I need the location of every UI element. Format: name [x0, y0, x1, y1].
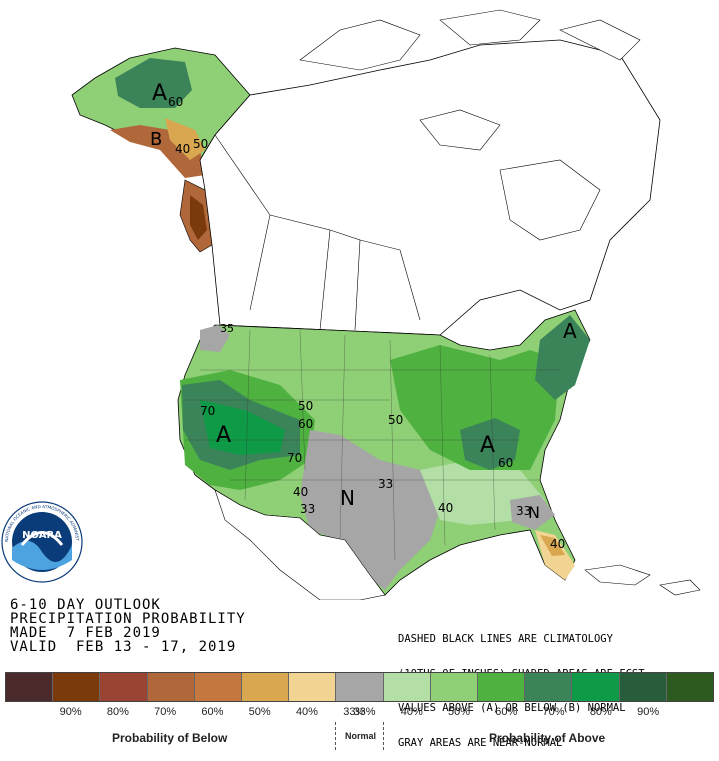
legend-swatch-3: [100, 673, 148, 701]
sw-normal-marker: N: [340, 486, 355, 510]
legend-label-4: 60%: [201, 706, 224, 718]
legend-label-7: 33%: [343, 706, 366, 718]
legend-label-12: 70%: [542, 706, 565, 718]
alaska-50-label: 50: [193, 137, 208, 151]
title-line-3: MADE 7 FEB 2019: [10, 625, 161, 641]
se-33-label: 33: [516, 504, 531, 518]
legend-swatch-13: [572, 673, 620, 701]
legend-label-14: 90%: [637, 706, 660, 718]
legend-swatch-11: [478, 673, 526, 701]
bc-coast-dark: [190, 195, 207, 240]
notes-line-4: GRAY AREAS ARE NEAR-NORMAL: [398, 736, 563, 749]
legend-swatch-7: [289, 673, 337, 701]
east-above-marker: A: [480, 433, 495, 458]
noaa-logo-ring-text: NATIONAL OCEANIC AND ATMOSPHERIC ADMINIS…: [0, 0, 80, 542]
state-lines: [185, 329, 560, 561]
probability-color-scale: [5, 672, 714, 702]
legend-label-6: 40%: [295, 706, 318, 718]
legend-label-9: 40%: [400, 706, 423, 718]
legend-swatch-6: [242, 673, 290, 701]
sw-33-label: 33: [300, 502, 315, 516]
probability-above-caption: Probability of Above: [489, 731, 606, 745]
sw-33b-label: 33: [378, 477, 393, 491]
caribbean-islands: [584, 564, 701, 596]
legend-swatch-1: [6, 673, 54, 701]
legend-label-10: 50%: [448, 706, 471, 718]
legend-label-5: 50%: [248, 706, 271, 718]
alaska-tan-band: [165, 118, 205, 160]
noaa-logo-text: NOARA: [22, 530, 62, 541]
legend-label-2: 80%: [106, 706, 129, 718]
title-line-2: PRECIPITATION PROBABILITY: [10, 611, 246, 627]
mexico-outline: [214, 489, 386, 600]
notes-line-1: DASHED BLACK LINES ARE CLIMATOLOGY: [398, 633, 613, 645]
central-50-label: 50: [388, 413, 403, 427]
legend-swatch-4: [147, 673, 195, 701]
legend-swatch-14: [619, 673, 667, 701]
florida-orange: [540, 535, 565, 556]
noaa-logo: NOARA NATIONAL OCEANIC AND ATMOSPHERIC A…: [0, 0, 83, 583]
legend-swatch-15: [666, 673, 714, 701]
alaska-60-label: 60: [168, 95, 183, 109]
notes-line-3: VALUES ABOVE (A) OR BELOW (B) NORMAL: [398, 702, 626, 714]
legend-swatch-10: [430, 673, 479, 701]
probability-scale-labels: 90% 80% 70% 60% 50% 40% 33% 33% 40% 50% 60% 70% 80% 9…: [5, 706, 714, 720]
legend-label-11: 60%: [495, 706, 518, 718]
ne-above-marker: A: [563, 319, 577, 343]
alaska-dark-green: [115, 58, 192, 108]
west-70-label: 70: [200, 404, 215, 418]
west-60-label: 60: [298, 417, 313, 431]
svg-text:NATIONAL OCEANIC AND ATMOSPHER: NATIONAL OCEANIC AND ATMOSPHERIC ADMINIS…: [0, 0, 80, 542]
sw-40-label: 40: [293, 485, 308, 499]
legend-label-8: 33%: [353, 706, 376, 718]
conus-region: [177, 309, 591, 596]
pnw-35-label: 35: [220, 322, 234, 335]
canada-outline: [199, 39, 661, 336]
south-40-label: 40: [438, 501, 453, 515]
pnw-gray: [200, 325, 230, 352]
se-gray: [510, 495, 555, 530]
probability-below-caption: Probability of Below: [112, 731, 228, 745]
florida-40-label: 40: [550, 537, 565, 551]
legend-label-3: 70%: [154, 706, 177, 718]
west-above-marker: A: [216, 423, 231, 448]
alaska-above-marker: A: [152, 81, 167, 106]
canada-province-lines: [214, 134, 421, 331]
alaska-40-label: 40: [175, 142, 190, 156]
outlook-title-block: 6-10 DAY OUTLOOK PRECIPITATION PROBABILI…: [10, 598, 246, 654]
legend-swatch-8: [336, 673, 384, 701]
legend-swatch-9: [383, 673, 431, 701]
se-normal-marker: N: [528, 503, 540, 522]
east-dark-green: [460, 418, 520, 470]
legend-label-13: 80%: [589, 706, 612, 718]
legend-swatch-5: [194, 673, 243, 701]
normal-divider-right: [383, 722, 384, 750]
legend-swatch-2: [53, 673, 101, 701]
legend-swatch-12: [525, 673, 573, 701]
title-line-4: VALID FEB 13 - 17, 2019: [10, 639, 237, 655]
east-60-label: 60: [498, 456, 513, 470]
normal-caption: Normal: [345, 731, 377, 741]
alaska-below-marker: B: [150, 129, 162, 150]
arctic-islands: [299, 9, 641, 241]
normal-divider-left: [335, 722, 336, 750]
legend-label-1: 90%: [59, 706, 82, 718]
west-core-green: [200, 400, 285, 455]
ne-dark-green: [535, 315, 590, 400]
west-50-label: 50: [298, 399, 313, 413]
title-line-1: 6-10 DAY OUTLOOK: [10, 597, 161, 613]
west-70b-label: 70: [287, 451, 302, 465]
precipitation-outlook-map: A 60 50 40 B 35 A 70 70 60 50 40 33 N 33…: [0, 0, 701, 600]
alaska-region: [71, 47, 251, 178]
sw-gray-normal: [300, 430, 440, 590]
